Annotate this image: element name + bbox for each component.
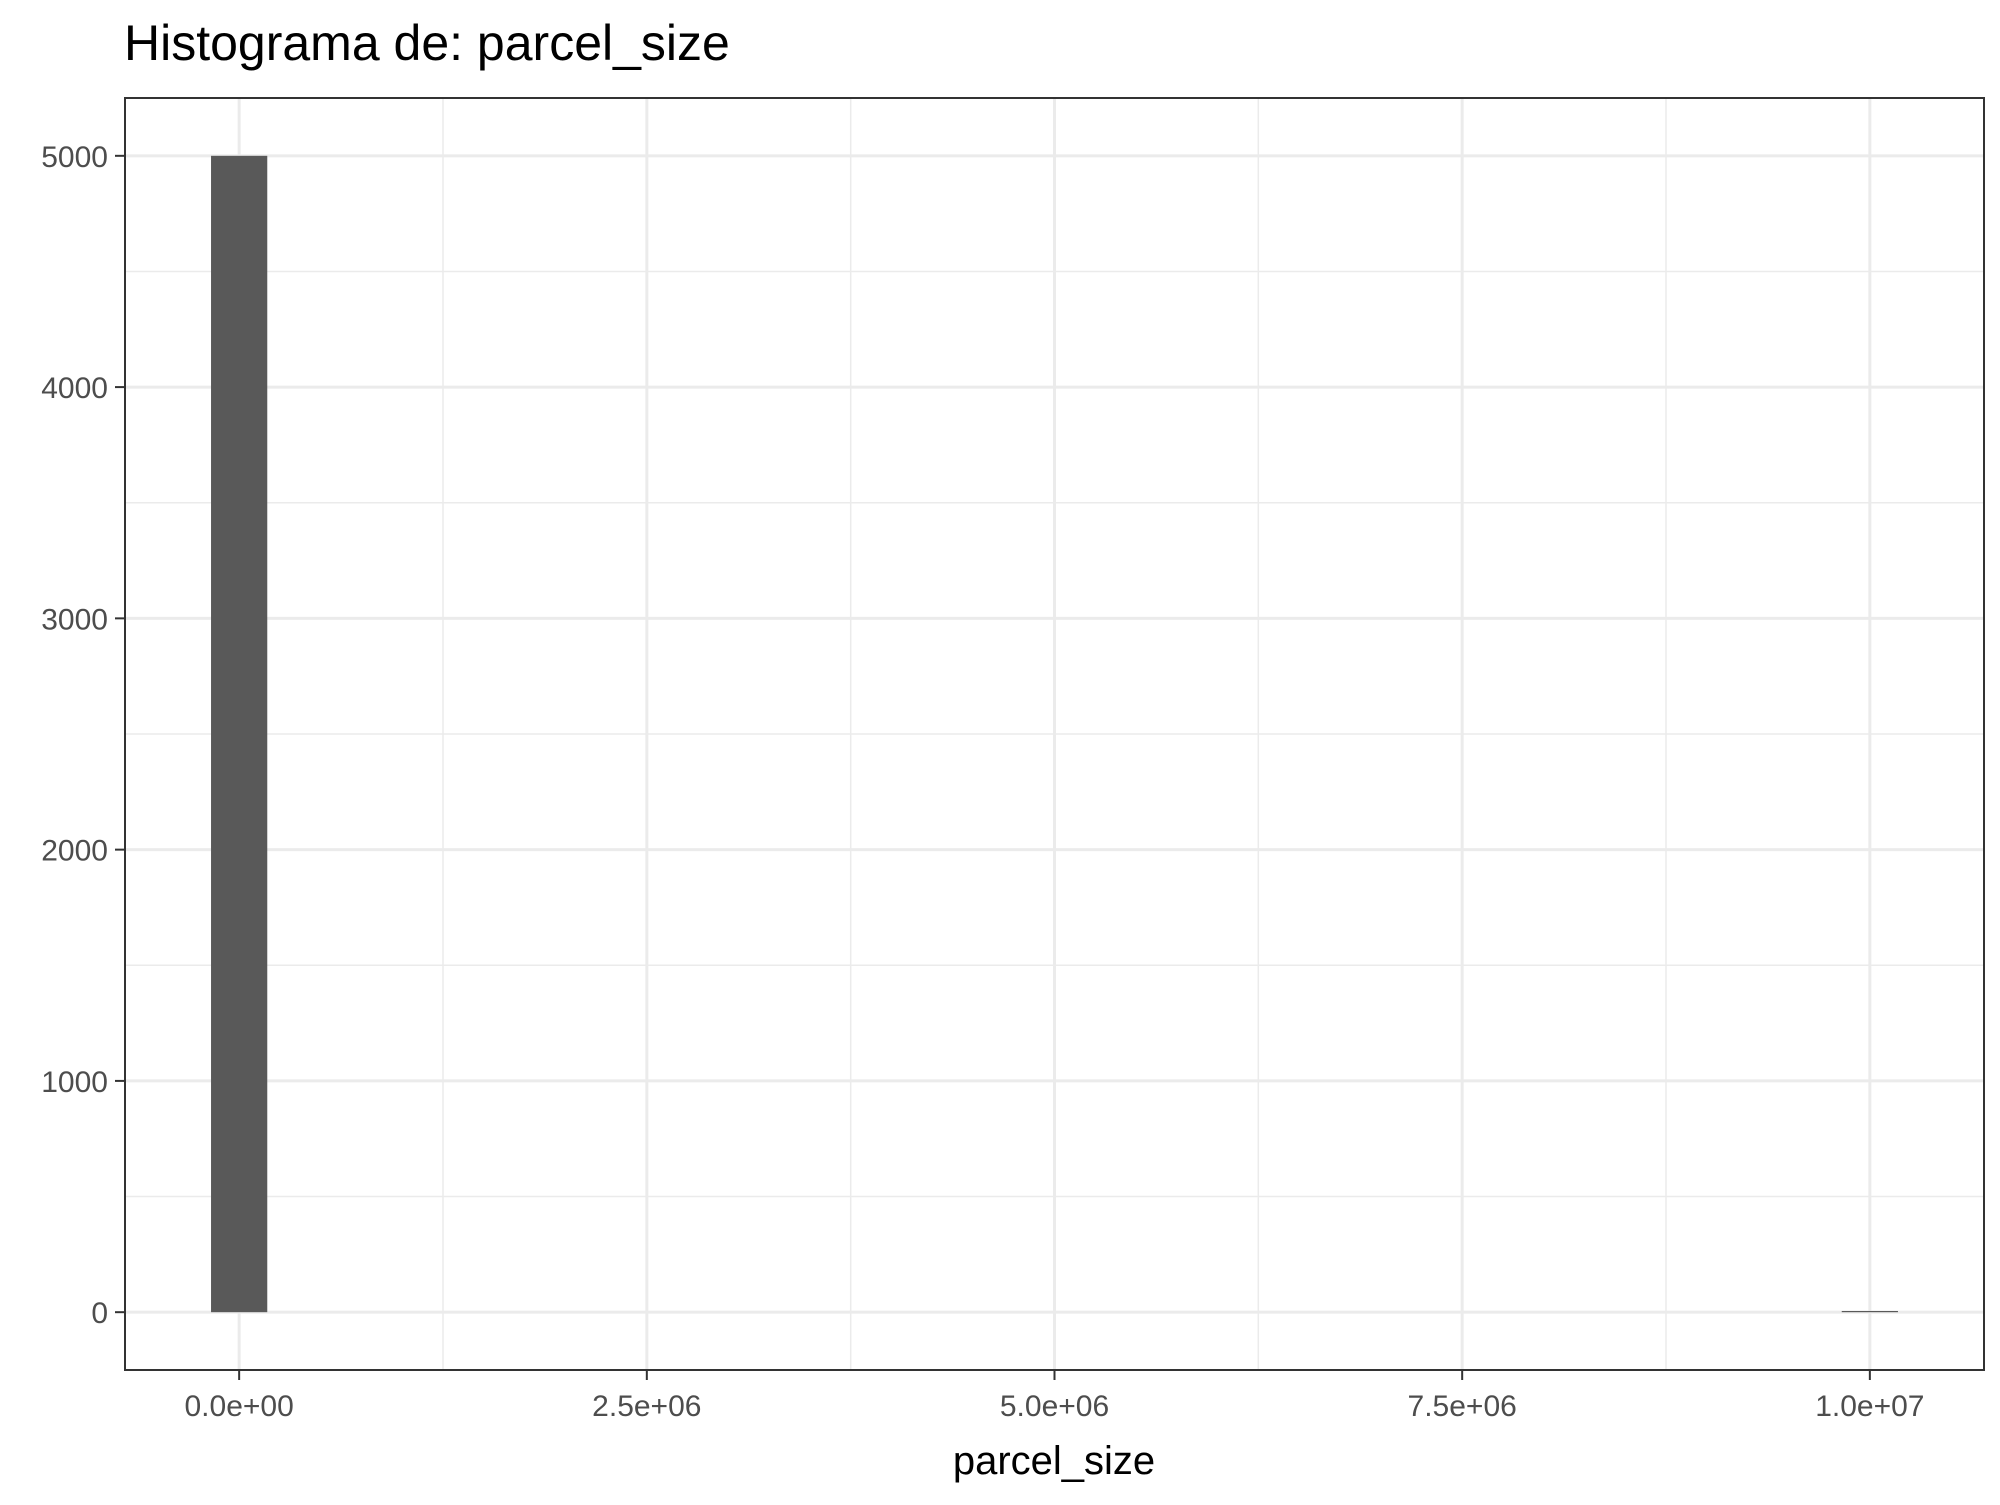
y-tick-label: 5000 xyxy=(41,141,108,174)
histogram-bar xyxy=(1841,1310,1898,1313)
x-tick-label: 2.5e+06 xyxy=(592,1390,701,1423)
y-tick-label: 3000 xyxy=(41,603,108,636)
x-tick-label: 0.0e+00 xyxy=(185,1390,294,1423)
chart-title: Histograma de: parcel_size xyxy=(124,15,730,71)
x-tick-label: 1.0e+07 xyxy=(1815,1390,1924,1423)
x-axis: 0.0e+00 2.5e+06 5.0e+06 7.5e+06 1.0e+07 xyxy=(185,1370,1924,1423)
histogram-bars xyxy=(211,155,1898,1313)
y-tick-label: 0 xyxy=(91,1297,108,1330)
x-tick-label: 7.5e+06 xyxy=(1408,1390,1517,1423)
y-tick-label: 2000 xyxy=(41,835,108,868)
plot-panel xyxy=(124,97,1985,1371)
grid-major xyxy=(125,98,1984,1370)
histogram-bar xyxy=(211,155,268,1313)
x-axis-title: parcel_size xyxy=(953,1439,1155,1483)
y-tick-label: 1000 xyxy=(41,1066,108,1099)
y-tick-label: 4000 xyxy=(41,372,108,405)
y-axis: 0 1000 2000 3000 4000 5000 xyxy=(41,141,125,1330)
x-tick-label: 5.0e+06 xyxy=(1000,1390,1109,1423)
